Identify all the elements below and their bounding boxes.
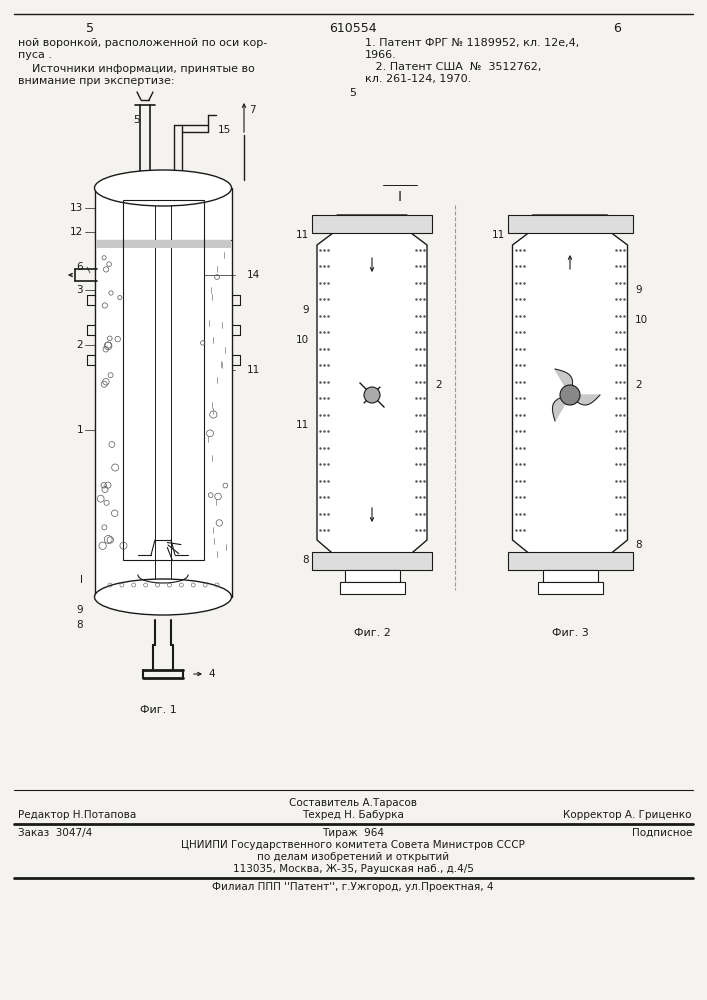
Text: 14: 14 (247, 270, 260, 280)
Text: 9: 9 (303, 305, 309, 315)
Text: 9: 9 (635, 285, 642, 295)
Bar (96, 240, 231, 248)
Polygon shape (555, 369, 573, 395)
Text: I: I (80, 575, 83, 585)
Text: 3: 3 (76, 285, 83, 295)
Text: Техред Н. Бабурка: Техред Н. Бабурка (302, 810, 404, 820)
Text: 15: 15 (218, 125, 231, 135)
Text: 2. Патент США  №  3512762,: 2. Патент США № 3512762, (365, 62, 542, 72)
Text: Фиг. 2: Фиг. 2 (354, 628, 390, 638)
Ellipse shape (95, 579, 231, 615)
Text: 5: 5 (349, 88, 356, 98)
Text: 2: 2 (435, 380, 442, 390)
Text: пуса .: пуса . (18, 50, 52, 60)
Bar (312, 215, 432, 233)
Text: 8: 8 (76, 620, 83, 630)
Text: Корректор А. Гриценко: Корректор А. Гриценко (563, 810, 692, 820)
Text: кл. 261-124, 1970.: кл. 261-124, 1970. (365, 74, 472, 84)
Text: Филиал ППП ''Патент'', г.Ужгород, ул.Проектная, 4: Филиал ППП ''Патент'', г.Ужгород, ул.Про… (212, 882, 493, 892)
Bar (123, 200, 204, 560)
Text: по делам изобретений и открытий: по делам изобретений и открытий (257, 852, 449, 862)
Text: 10: 10 (296, 335, 309, 345)
Text: 11: 11 (247, 365, 260, 375)
Text: 1: 1 (76, 425, 83, 435)
Bar (508, 215, 633, 233)
Text: 1966.: 1966. (365, 50, 397, 60)
Text: 6: 6 (613, 22, 621, 35)
Text: Подписное: Подписное (631, 828, 692, 838)
Text: ЦНИИПИ Государственного комитета Совета Министров СССР: ЦНИИПИ Государственного комитета Совета … (181, 840, 525, 850)
Text: 12: 12 (70, 227, 83, 237)
Text: 13: 13 (70, 203, 83, 213)
Ellipse shape (95, 170, 231, 206)
Text: Составитель А.Тарасов: Составитель А.Тарасов (289, 798, 417, 808)
Text: 11: 11 (492, 230, 505, 240)
Text: 9: 9 (76, 605, 83, 615)
Ellipse shape (560, 385, 580, 405)
Polygon shape (570, 395, 600, 405)
Text: 113035, Москва, Ж-35, Раушская наб., д.4/5: 113035, Москва, Ж-35, Раушская наб., д.4… (233, 864, 474, 874)
Text: 8: 8 (635, 540, 642, 550)
Bar (340, 582, 405, 594)
Text: 1. Патент ФРГ № 1189952, кл. 12е,4,: 1. Патент ФРГ № 1189952, кл. 12е,4, (365, 38, 579, 48)
Text: ной воронкой, расположенной по оси кор-: ной воронкой, расположенной по оси кор- (18, 38, 267, 48)
Text: 8: 8 (303, 555, 309, 565)
Text: 5: 5 (86, 22, 94, 35)
Text: Источники информации, принятые во: Источники информации, принятые во (18, 64, 255, 74)
Ellipse shape (364, 387, 380, 403)
Text: 4: 4 (208, 669, 215, 679)
Bar (312, 552, 432, 570)
Text: 2: 2 (635, 380, 642, 390)
Text: Фиг. 3: Фиг. 3 (551, 628, 588, 638)
Text: I: I (398, 190, 402, 204)
Text: 2: 2 (76, 340, 83, 350)
Bar (95, 188, 232, 597)
Bar (538, 582, 603, 594)
Text: 6: 6 (76, 262, 83, 272)
Text: 7: 7 (249, 105, 256, 115)
Polygon shape (552, 395, 570, 421)
Text: Фиг. 1: Фиг. 1 (139, 705, 176, 715)
Text: 11: 11 (296, 420, 309, 430)
Text: 10: 10 (635, 315, 648, 325)
Polygon shape (513, 215, 628, 570)
Bar (543, 570, 598, 582)
Text: 11: 11 (296, 230, 309, 240)
Text: Тираж  964: Тираж 964 (322, 828, 384, 838)
Text: внимание при экспертизе:: внимание при экспертизе: (18, 76, 175, 86)
Polygon shape (317, 215, 427, 570)
Text: 610554: 610554 (329, 22, 377, 35)
Bar (345, 570, 400, 582)
Bar (508, 552, 633, 570)
Text: 5: 5 (134, 115, 140, 125)
Text: Заказ  3047/4: Заказ 3047/4 (18, 828, 92, 838)
Text: Редактор Н.Потапова: Редактор Н.Потапова (18, 810, 136, 820)
